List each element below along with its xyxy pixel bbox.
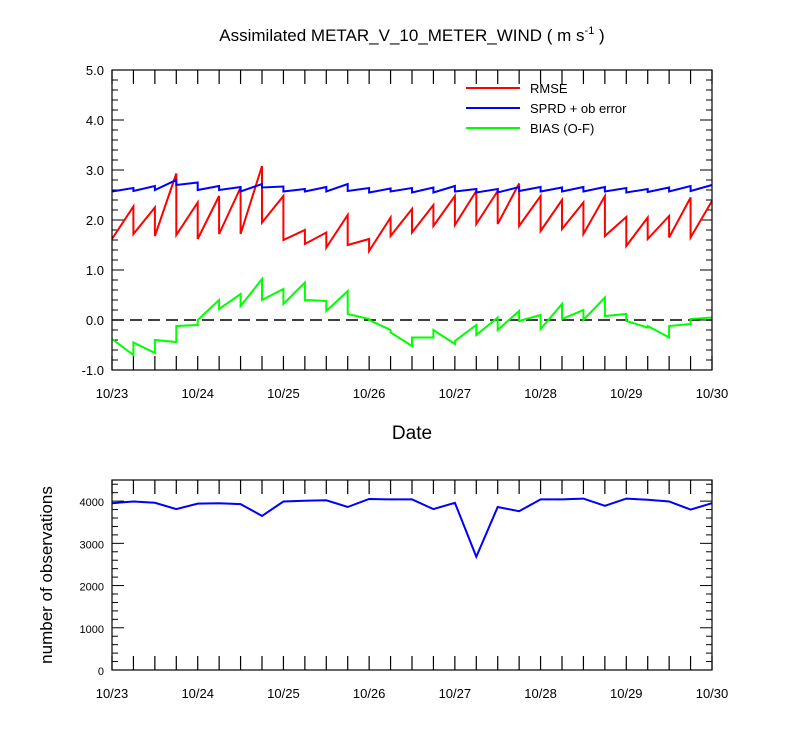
x-tick-label: 10/29 bbox=[610, 686, 643, 701]
top-chart-panel: Assimilated METAR_V_10_METER_WIND ( m s-… bbox=[82, 25, 729, 444]
legend-label: BIAS (O-F) bbox=[530, 121, 594, 136]
x-tick-label: 10/28 bbox=[524, 686, 557, 701]
y-tick-label: 1000 bbox=[80, 624, 104, 636]
top-chart-title: Assimilated METAR_V_10_METER_WIND ( m s-… bbox=[219, 25, 604, 45]
series-line bbox=[111, 497, 713, 559]
x-tick-label: 10/30 bbox=[696, 686, 729, 701]
x-axis-label-date: Date bbox=[392, 423, 432, 444]
x-tick-label: 10/24 bbox=[181, 386, 214, 401]
legend-label: SPRD + ob error bbox=[530, 101, 627, 116]
x-tick-label: 10/26 bbox=[353, 686, 386, 701]
y-tick-label: 4.0 bbox=[86, 113, 104, 128]
bottom-chart-ticks bbox=[111, 480, 713, 671]
x-tick-label: 10/26 bbox=[353, 386, 386, 401]
series-line bbox=[111, 276, 713, 357]
top-chart-series bbox=[111, 165, 713, 357]
bottom-chart-frame bbox=[111, 479, 713, 671]
top-chart-frame bbox=[111, 69, 713, 371]
x-tick-label: 10/27 bbox=[439, 386, 472, 401]
y-tick-label: 2000 bbox=[80, 582, 104, 594]
x-tick-label: 10/23 bbox=[96, 686, 129, 701]
y-tick-label: -1.0 bbox=[82, 363, 104, 378]
series-line bbox=[111, 178, 713, 194]
bottom-chart-tick-labels: 10/23 10/24 10/25 10/26 10/27 10/28 10/29 10/30… bbox=[80, 497, 729, 701]
y-tick-label: 3.0 bbox=[86, 163, 104, 178]
y-tick-label: 0 bbox=[98, 666, 104, 678]
x-tick-label: 10/28 bbox=[524, 386, 557, 401]
y-tick-label: 4000 bbox=[80, 497, 104, 509]
series-line bbox=[111, 497, 713, 560]
y-tick-label: 1.0 bbox=[86, 263, 104, 278]
legend-label: RMSE bbox=[530, 81, 568, 96]
series-line bbox=[111, 165, 713, 255]
x-tick-label: 10/27 bbox=[439, 686, 472, 701]
x-tick-label: 10/30 bbox=[696, 386, 729, 401]
x-tick-label: 10/29 bbox=[610, 386, 643, 401]
bottom-chart-series bbox=[111, 497, 713, 560]
legend: RMSE SPRD + ob error BIAS (O-F) bbox=[466, 81, 627, 136]
x-tick-label: 10/24 bbox=[181, 686, 214, 701]
y-axis-label-observations: number of observations bbox=[37, 486, 56, 664]
y-tick-label: 3000 bbox=[80, 539, 104, 551]
y-tick-label: 5.0 bbox=[86, 63, 104, 78]
bottom-chart-panel: 10/23 10/24 10/25 10/26 10/27 10/28 10/29 10/30… bbox=[37, 479, 729, 701]
x-tick-label: 10/25 bbox=[267, 686, 300, 701]
x-tick-label: 10/25 bbox=[267, 386, 300, 401]
y-tick-label: 2.0 bbox=[86, 213, 104, 228]
top-chart-tick-labels: 10/23 10/24 10/25 10/26 10/27 10/28 10/29 10/30… bbox=[82, 63, 729, 401]
y-tick-label: 0.0 bbox=[86, 313, 104, 328]
x-tick-label: 10/23 bbox=[96, 386, 129, 401]
